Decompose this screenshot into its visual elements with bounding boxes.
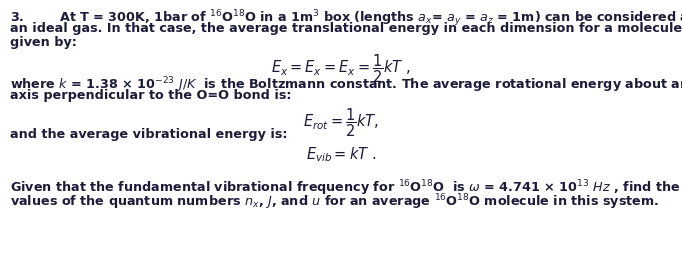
- Text: Given that the fundamental vibrational frequency for $^{16}$O$^{18}$O  is $\omeg: Given that the fundamental vibrational f…: [10, 179, 680, 198]
- Text: given by:: given by:: [10, 36, 76, 49]
- Text: $E_{vib} = kT$ .: $E_{vib} = kT$ .: [306, 145, 376, 164]
- Text: $E_x = E_x = E_x = \dfrac{1}{2}kT$ ,: $E_x = E_x = E_x = \dfrac{1}{2}kT$ ,: [271, 53, 411, 85]
- Text: an ideal gas. In that case, the average translational energy in each dimension f: an ideal gas. In that case, the average …: [10, 22, 682, 35]
- Text: where $k$ = 1.38 × 10$^{-23}$ $J/K$  is the Boltzmann constant. The average rota: where $k$ = 1.38 × 10$^{-23}$ $J/K$ is t…: [10, 75, 682, 95]
- Text: axis perpendicular to the O=O bond is:: axis perpendicular to the O=O bond is:: [10, 89, 291, 102]
- Text: 3.        At T = 300K, 1bar of $^{16}$O$^{18}$O in a 1m$^3$ box (lengths $a_x$= : 3. At T = 300K, 1bar of $^{16}$O$^{18}$O…: [10, 8, 682, 29]
- Text: values of the quantum numbers $n_x$, $J$, and $u$ for an average $^{16}$O$^{18}$: values of the quantum numbers $n_x$, $J$…: [10, 193, 659, 212]
- Text: and the average vibrational energy is:: and the average vibrational energy is:: [10, 128, 287, 141]
- Text: $E_{rot} = \dfrac{1}{2}kT$,: $E_{rot} = \dfrac{1}{2}kT$,: [303, 106, 379, 139]
